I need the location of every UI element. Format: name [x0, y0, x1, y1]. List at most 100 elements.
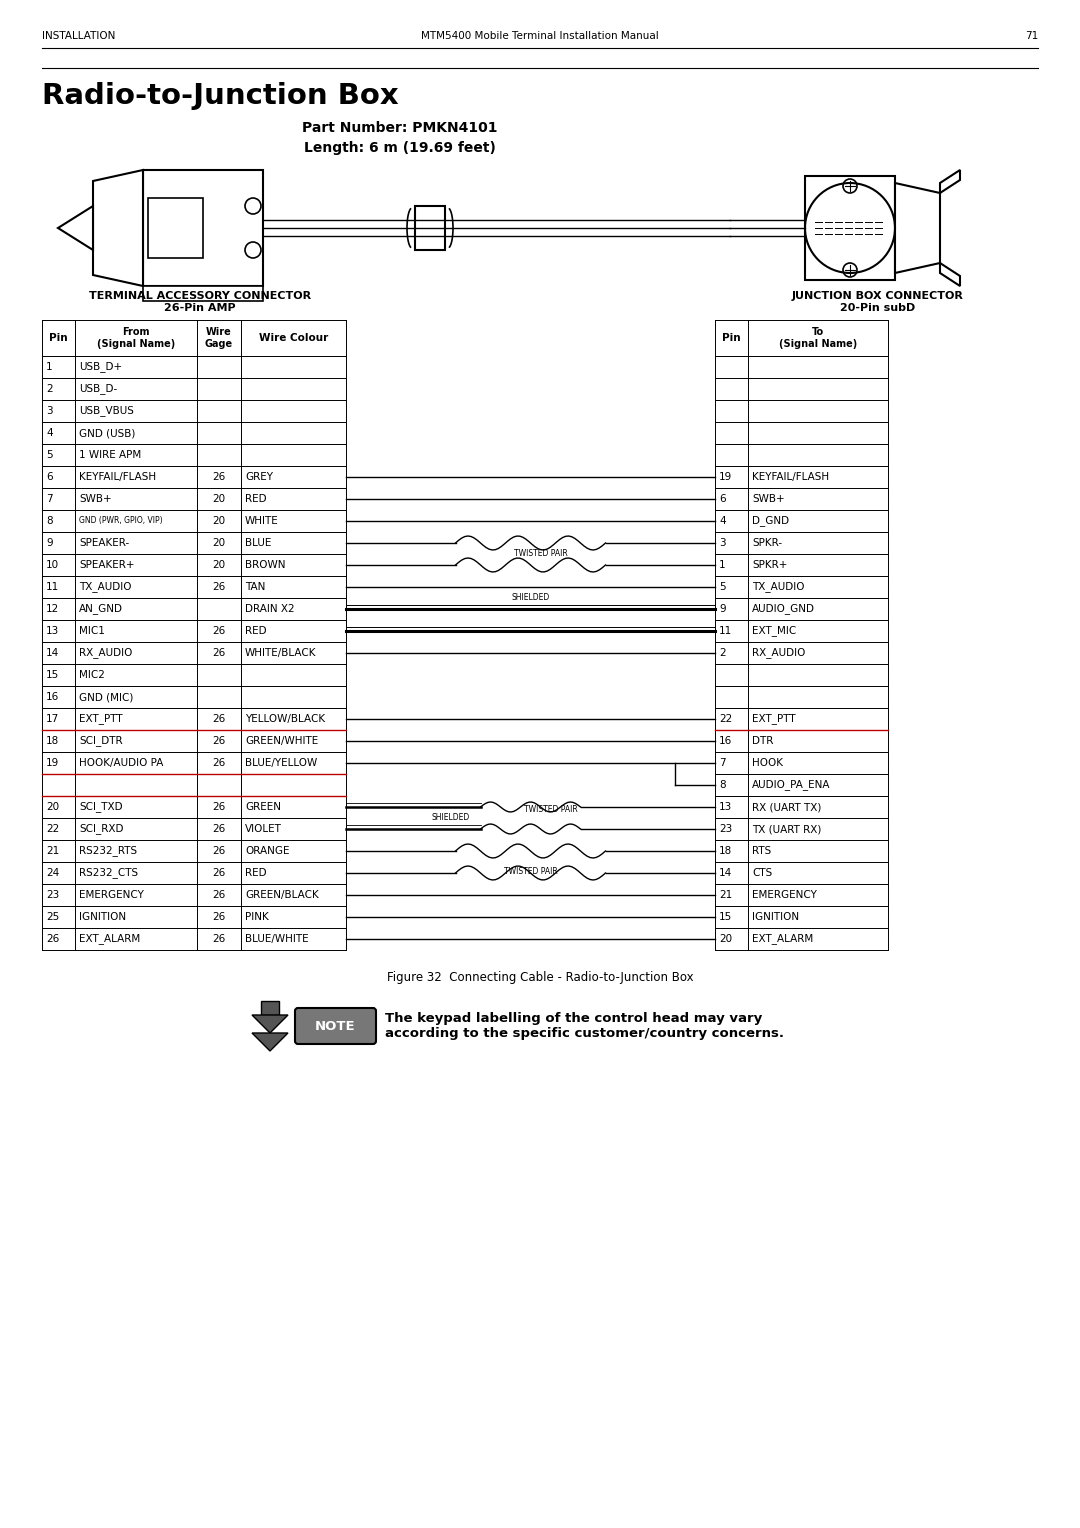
Text: TWISTED PAIR: TWISTED PAIR — [514, 550, 567, 559]
Text: 1 WIRE APM: 1 WIRE APM — [79, 451, 141, 460]
Text: 25: 25 — [46, 912, 59, 921]
Text: IGNITION: IGNITION — [752, 912, 799, 921]
Bar — [261, 1001, 279, 1015]
Text: SPKR+: SPKR+ — [752, 559, 787, 570]
Text: RX (UART TX): RX (UART TX) — [752, 802, 822, 811]
Text: Pin: Pin — [723, 333, 741, 342]
Text: TX_AUDIO: TX_AUDIO — [79, 582, 132, 593]
Text: Figure 32  Connecting Cable - Radio-to-Junction Box: Figure 32 Connecting Cable - Radio-to-Ju… — [387, 972, 693, 984]
Text: 5: 5 — [46, 451, 53, 460]
Text: RS232_RTS: RS232_RTS — [79, 845, 137, 857]
Text: 10: 10 — [46, 559, 59, 570]
Text: 5: 5 — [719, 582, 726, 591]
Text: 21: 21 — [46, 847, 59, 856]
Text: BLUE/YELLOW: BLUE/YELLOW — [245, 758, 318, 769]
Text: MIC1: MIC1 — [79, 626, 105, 636]
Text: 14: 14 — [46, 648, 59, 659]
Text: EXT_MIC: EXT_MIC — [752, 625, 796, 637]
Text: Length: 6 m (19.69 feet): Length: 6 m (19.69 feet) — [305, 141, 496, 154]
Text: TWISTED PAIR: TWISTED PAIR — [503, 868, 557, 877]
Text: From
(Signal Name): From (Signal Name) — [97, 327, 175, 348]
Text: 26: 26 — [213, 714, 226, 724]
Text: EXT_ALARM: EXT_ALARM — [79, 934, 140, 944]
Text: SHIELDED: SHIELDED — [431, 813, 470, 822]
Text: VIOLET: VIOLET — [245, 824, 282, 834]
Text: EMERGENCY: EMERGENCY — [752, 889, 816, 900]
Text: 19: 19 — [46, 758, 59, 769]
Text: TX (UART RX): TX (UART RX) — [752, 824, 822, 834]
Text: HOOK/AUDIO PA: HOOK/AUDIO PA — [79, 758, 163, 769]
Text: 16: 16 — [719, 736, 732, 746]
Text: GREEN/WHITE: GREEN/WHITE — [245, 736, 319, 746]
Text: 26: 26 — [213, 758, 226, 769]
Text: RX_AUDIO: RX_AUDIO — [752, 648, 806, 659]
Text: SPEAKER+: SPEAKER+ — [79, 559, 135, 570]
Text: 2: 2 — [46, 384, 53, 394]
Text: EXT_PTT: EXT_PTT — [79, 714, 123, 724]
Text: 18: 18 — [46, 736, 59, 746]
Text: Pin: Pin — [50, 333, 68, 342]
Text: 15: 15 — [46, 669, 59, 680]
Text: BLUE/WHITE: BLUE/WHITE — [245, 934, 309, 944]
Polygon shape — [58, 206, 93, 251]
Text: 21: 21 — [719, 889, 732, 900]
Bar — [805, 176, 895, 280]
Text: 6: 6 — [46, 472, 53, 481]
Text: 14: 14 — [719, 868, 732, 879]
Text: GND (PWR, GPIO, VIP): GND (PWR, GPIO, VIP) — [79, 516, 163, 526]
Text: WHITE/BLACK: WHITE/BLACK — [245, 648, 316, 659]
Text: 3: 3 — [46, 406, 53, 416]
Text: DTR: DTR — [752, 736, 773, 746]
Text: 18: 18 — [719, 847, 732, 856]
Text: 26: 26 — [213, 472, 226, 481]
Text: 26: 26 — [213, 934, 226, 944]
Text: SCI_RXD: SCI_RXD — [79, 824, 123, 834]
Text: GREEN: GREEN — [245, 802, 281, 811]
Text: TX_AUDIO: TX_AUDIO — [752, 582, 805, 593]
Text: USB_D-: USB_D- — [79, 384, 118, 394]
Text: Part Number: PMKN4101: Part Number: PMKN4101 — [302, 121, 498, 134]
Text: 2: 2 — [719, 648, 726, 659]
Text: 20: 20 — [213, 516, 226, 526]
Text: GREY: GREY — [245, 472, 273, 481]
Text: EXT_ALARM: EXT_ALARM — [752, 934, 813, 944]
Text: RS232_CTS: RS232_CTS — [79, 868, 138, 879]
Text: 13: 13 — [719, 802, 732, 811]
Text: 7: 7 — [46, 494, 53, 504]
Text: 22: 22 — [719, 714, 732, 724]
Text: PINK: PINK — [245, 912, 269, 921]
Text: Wire
Gage: Wire Gage — [205, 327, 233, 348]
Text: JUNCTION BOX CONNECTOR: JUNCTION BOX CONNECTOR — [792, 290, 964, 301]
Text: 4: 4 — [46, 428, 53, 439]
Text: 26-Pin AMP: 26-Pin AMP — [164, 303, 235, 313]
Text: 16: 16 — [46, 692, 59, 701]
FancyBboxPatch shape — [295, 1008, 376, 1044]
Text: 26: 26 — [213, 736, 226, 746]
Text: NOTE: NOTE — [315, 1019, 355, 1033]
Text: 26: 26 — [213, 626, 226, 636]
Text: SWB+: SWB+ — [752, 494, 785, 504]
Polygon shape — [940, 170, 960, 193]
Text: 19: 19 — [719, 472, 732, 481]
Text: 26: 26 — [213, 889, 226, 900]
Text: AUDIO_GND: AUDIO_GND — [752, 604, 815, 614]
Bar — [143, 170, 264, 286]
Text: 9: 9 — [719, 604, 726, 614]
Text: GND (USB): GND (USB) — [79, 428, 135, 439]
Text: AUDIO_PA_ENA: AUDIO_PA_ENA — [752, 779, 831, 790]
Text: 20: 20 — [213, 538, 226, 549]
Text: 20-Pin subD: 20-Pin subD — [840, 303, 916, 313]
Text: TWISTED PAIR: TWISTED PAIR — [524, 805, 578, 814]
Text: RED: RED — [245, 494, 267, 504]
Polygon shape — [252, 1033, 288, 1051]
Text: 26: 26 — [213, 912, 226, 921]
Text: SPKR-: SPKR- — [752, 538, 782, 549]
Text: To
(Signal Name): To (Signal Name) — [779, 327, 858, 348]
Text: 20: 20 — [213, 559, 226, 570]
Text: ORANGE: ORANGE — [245, 847, 289, 856]
Text: HOOK: HOOK — [752, 758, 783, 769]
Text: D_GND: D_GND — [752, 515, 789, 527]
Text: RED: RED — [245, 868, 267, 879]
Text: INSTALLATION: INSTALLATION — [42, 31, 116, 41]
Text: 26: 26 — [213, 802, 226, 811]
